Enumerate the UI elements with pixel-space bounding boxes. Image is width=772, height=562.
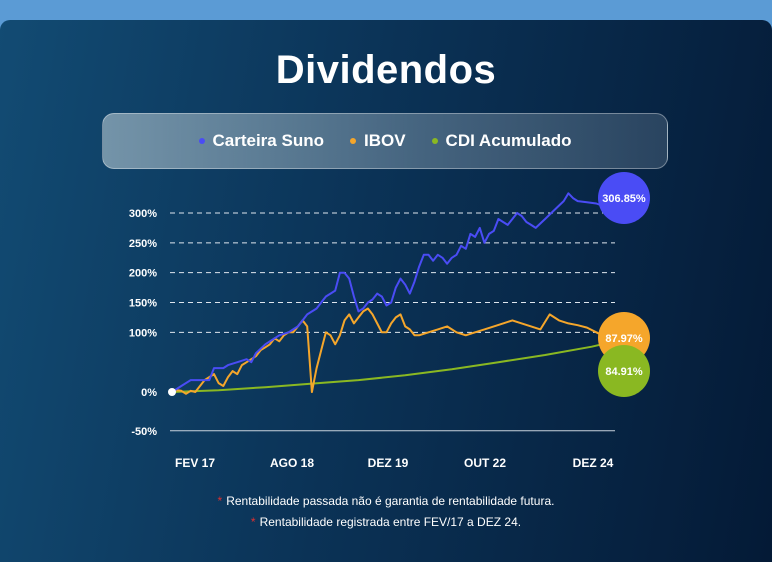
y-tick-label: 100%	[129, 327, 157, 339]
disclaimer-note-1: * Rentabilidade passada não é garantia de…	[217, 494, 555, 508]
series-line-cdi-acumulado	[171, 340, 616, 393]
series-line-carteira-suno	[171, 192, 616, 393]
series-line-ibov	[171, 307, 616, 395]
y-tick-label: 250%	[129, 238, 157, 250]
page-title: Dividendos	[275, 48, 497, 92]
end-value-label: 306.85%	[602, 193, 646, 205]
legend-label: IBOV	[363, 131, 406, 150]
legend-dot-icon	[198, 138, 205, 144]
y-tick-label: 200%	[129, 268, 157, 280]
end-value-label: 84.91%	[605, 366, 643, 378]
y-tick-label: 300%	[129, 208, 157, 220]
y-tick-label: 0%	[141, 387, 157, 399]
legend: Carteira Suno IBOV CDI Acumulado	[102, 113, 668, 169]
y-tick-label: -50%	[131, 426, 157, 438]
x-tick-label: AGO 18	[270, 456, 314, 470]
legend-item-cdi-acumulado[interactable]: CDI Acumulado	[431, 131, 572, 151]
disclaimer-note-2: * Rentabilidade registrada entre FEV/17 a…	[250, 515, 522, 529]
x-tick-label: DEZ 19	[368, 456, 409, 470]
x-tick-label: OUT 22	[464, 456, 506, 470]
legend-label: CDI Acumulado	[445, 131, 572, 150]
legend-dot-icon	[431, 138, 438, 144]
end-value-label: 87.97%	[605, 333, 643, 345]
legend-label: Carteira Suno	[212, 131, 324, 150]
line-chart: 300% 250% 200% 150% 100% 0% -50% FEV 17 AGO 18 DE…	[129, 172, 650, 470]
x-tick-label: DEZ 24	[573, 456, 614, 470]
end-label-bubble	[598, 172, 650, 224]
legend-dot-icon	[349, 138, 356, 144]
end-label-bubble	[598, 345, 650, 397]
origin-point	[168, 388, 176, 396]
y-tick-label: 150%	[129, 298, 157, 310]
x-tick-label: FEV 17	[175, 456, 215, 470]
legend-item-carteira-suno[interactable]: Carteira Suno	[198, 131, 324, 151]
dividendos-card: Dividendos Carteira Suno IBOV CDI Acumul…	[0, 20, 772, 562]
legend-item-ibov[interactable]: IBOV	[349, 131, 406, 151]
